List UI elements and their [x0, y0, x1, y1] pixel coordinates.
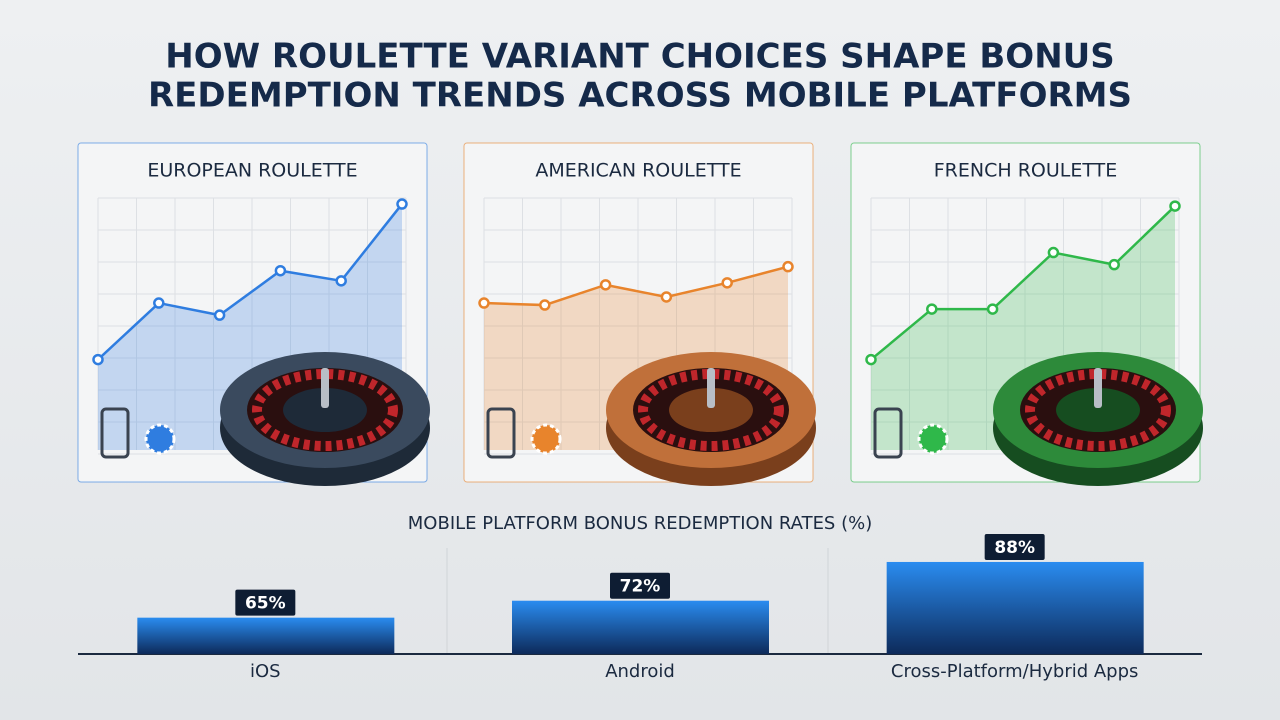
wheel-numbers: [638, 369, 784, 451]
point: [660, 291, 673, 303]
line: [97, 203, 403, 361]
point: [782, 260, 794, 273]
value-label: 72%: [620, 577, 661, 597]
point: [335, 275, 347, 287]
x-tick-label: iOS: [250, 661, 281, 682]
panel-title: FRENCH ROULETTE: [934, 160, 1117, 182]
phone-icon: [100, 407, 130, 459]
line: [483, 265, 789, 307]
phone-icon: [873, 407, 903, 459]
point: [274, 264, 287, 277]
point: [478, 297, 490, 309]
chip-icon: [530, 423, 562, 455]
value-label-bg: [984, 533, 1045, 560]
value-label: 65%: [245, 594, 286, 614]
point: [153, 297, 165, 309]
x-tick-label: Android: [605, 661, 675, 682]
value-label-bg: [610, 572, 670, 599]
point: [213, 309, 226, 321]
point: [396, 198, 408, 210]
value-label-bg: [235, 589, 296, 616]
chart-title: MOBILE PLATFORM BONUS REDEMPTION RATES (…: [408, 513, 872, 534]
line: [870, 205, 1176, 361]
wheel-numbers: [1025, 369, 1171, 451]
point: [1047, 246, 1060, 259]
chip-icon: [144, 423, 176, 455]
point: [92, 353, 104, 366]
bar: [137, 617, 395, 654]
point: [1108, 258, 1120, 271]
chip-icon: [917, 423, 949, 455]
panel-title: AMERICAN ROULETTE: [535, 160, 741, 182]
point: [926, 303, 938, 315]
point: [539, 299, 551, 311]
bar: [886, 561, 1144, 654]
point: [986, 303, 999, 315]
wheel-center: [283, 388, 367, 432]
wheel-spindle: [1094, 368, 1102, 408]
wheel-spindle: [707, 368, 715, 408]
point: [721, 277, 733, 289]
title: REDEMPTION TRENDS ACROSS MOBILE PLATFORM…: [148, 76, 1132, 116]
point: [865, 353, 877, 366]
value-label: 88%: [994, 538, 1035, 558]
title: HOW ROULETTE VARIANT CHOICES SHAPE BONUS: [165, 37, 1115, 77]
wheel-numbers: [252, 369, 398, 451]
x-tick-label: Cross-Platform/Hybrid Apps: [891, 661, 1139, 682]
bar: [512, 600, 769, 654]
point: [1169, 200, 1181, 212]
phone-icon: [486, 407, 516, 459]
wheel-center: [1056, 388, 1140, 432]
point: [599, 279, 612, 291]
panel-title: EUROPEAN ROULETTE: [147, 160, 357, 182]
wheel-spindle: [321, 368, 329, 408]
wheel-center: [669, 388, 753, 432]
